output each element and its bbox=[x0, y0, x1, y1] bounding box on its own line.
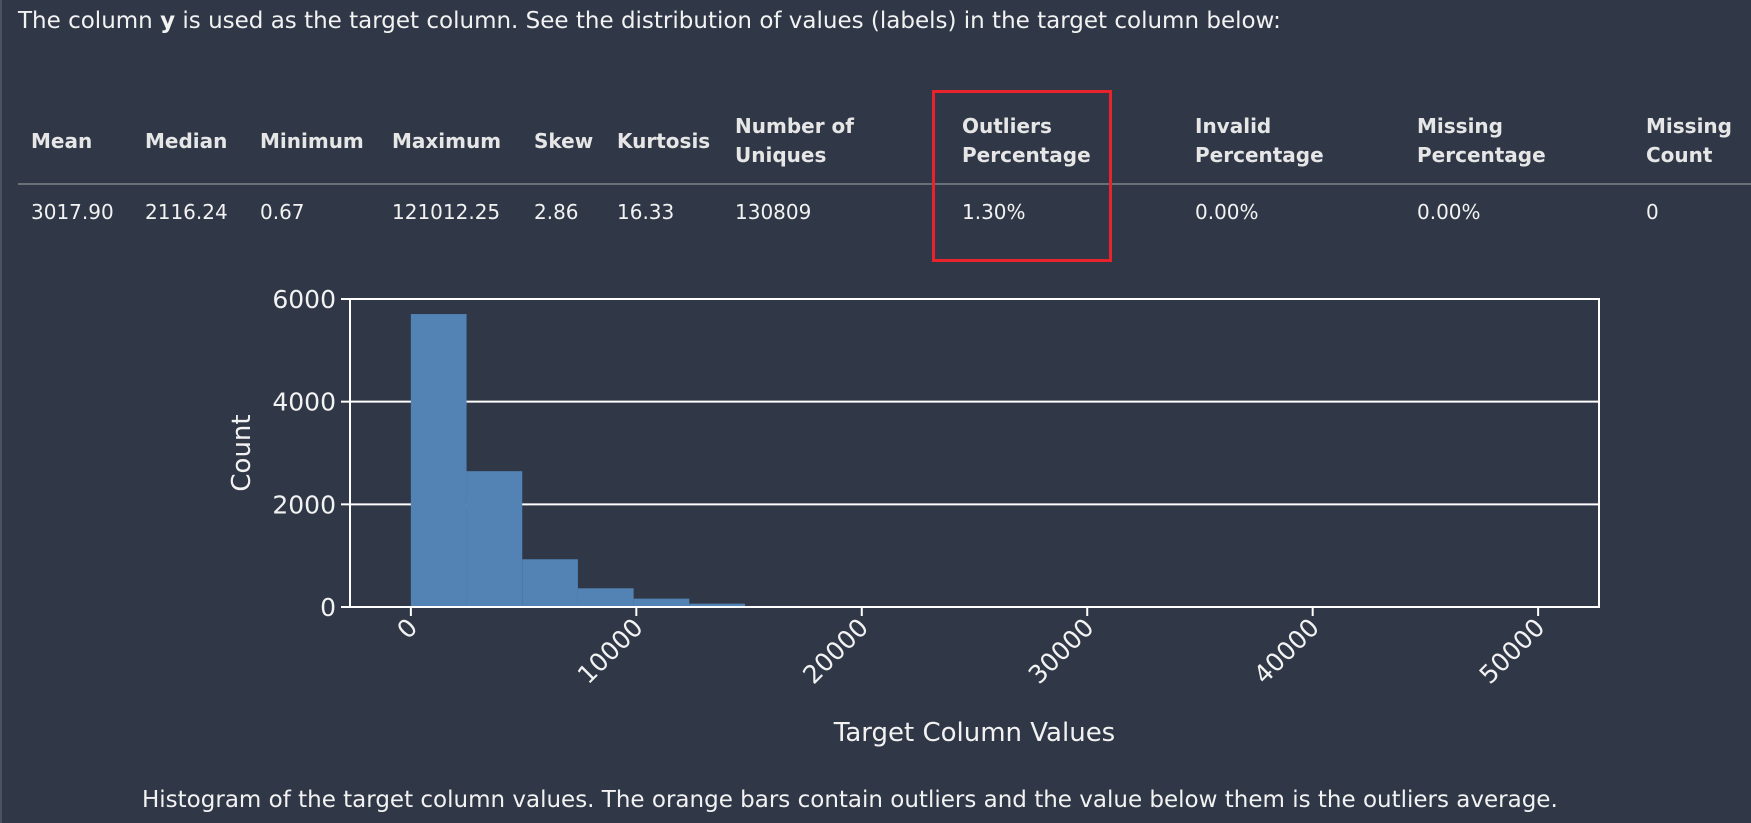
table-cell: 2.86 bbox=[534, 200, 579, 224]
table-cell: 3017.90 bbox=[31, 200, 114, 224]
intro-text: The column y is used as the target colum… bbox=[18, 8, 1281, 34]
table-cell: 0.00% bbox=[1417, 200, 1481, 224]
column-header: Minimum bbox=[260, 127, 364, 156]
table-cell: 0 bbox=[1646, 200, 1659, 224]
x-axis-label: Target Column Values bbox=[833, 718, 1115, 748]
y-tick-label: 0 bbox=[320, 593, 336, 622]
column-header: Missing Percentage bbox=[1417, 112, 1546, 170]
y-axis-label: Count bbox=[227, 414, 257, 491]
column-header: Kurtosis bbox=[617, 127, 710, 156]
table-cell: 130809 bbox=[735, 200, 812, 224]
table-cell: 1.30% bbox=[962, 200, 1026, 224]
column-header-line: Uniques bbox=[735, 143, 827, 167]
histogram-bar bbox=[410, 314, 467, 607]
column-header: Invalid Percentage bbox=[1195, 112, 1324, 170]
histogram-bar bbox=[466, 471, 523, 607]
table-cell: 16.33 bbox=[617, 200, 675, 224]
table-cell: 0.00% bbox=[1195, 200, 1259, 224]
column-header: Outliers Percentage bbox=[962, 112, 1091, 170]
column-header: Missing Count bbox=[1646, 112, 1732, 170]
y-tick-label: 4000 bbox=[272, 388, 336, 417]
x-tick-label: 0 bbox=[391, 613, 423, 645]
column-header-line: Mean bbox=[31, 129, 93, 153]
column-header-line: Median bbox=[145, 129, 228, 153]
histogram-bar bbox=[577, 588, 634, 607]
column-header-line: Kurtosis bbox=[617, 129, 711, 153]
column-header-line: Percentage bbox=[1195, 143, 1324, 167]
column-header-line: Percentage bbox=[962, 143, 1091, 167]
column-header-line: Outliers bbox=[962, 114, 1052, 138]
column-header-line: Number of bbox=[735, 114, 854, 138]
table-cell: 121012.25 bbox=[392, 200, 501, 224]
column-header-line: Missing bbox=[1646, 114, 1732, 138]
table-cell: 0.67 bbox=[260, 200, 305, 224]
table-cell: 2116.24 bbox=[145, 200, 228, 224]
column-header-line: Count bbox=[1646, 143, 1713, 167]
y-tick-label: 2000 bbox=[272, 490, 336, 519]
x-tick-label: 50000 bbox=[1474, 613, 1551, 690]
histogram-bar bbox=[522, 559, 578, 607]
x-tick-label: 40000 bbox=[1248, 613, 1325, 690]
chart-caption: Histogram of the target column values. T… bbox=[142, 787, 1558, 813]
column-header: Maximum bbox=[392, 127, 501, 156]
y-tick-label: 6000 bbox=[272, 285, 336, 314]
column-header: Median bbox=[145, 127, 227, 156]
x-tick-label: 10000 bbox=[572, 613, 649, 690]
x-tick-label: 20000 bbox=[797, 613, 874, 690]
column-header-line: Maximum bbox=[392, 129, 502, 153]
column-header: Number of Uniques bbox=[735, 112, 854, 170]
table-divider bbox=[18, 183, 1751, 185]
outliers-highlight-box bbox=[932, 90, 1112, 262]
column-header-line: Minimum bbox=[260, 129, 364, 153]
column-header-line: Invalid bbox=[1195, 114, 1272, 138]
column-header-line: Percentage bbox=[1417, 143, 1546, 167]
column-header: Skew bbox=[534, 127, 593, 156]
histogram-bar bbox=[633, 598, 690, 607]
histogram-bar bbox=[689, 603, 745, 607]
plot-frame bbox=[349, 298, 1600, 608]
x-tick-label: 30000 bbox=[1023, 613, 1100, 690]
column-header-line: Missing bbox=[1417, 114, 1503, 138]
column-header: Mean bbox=[31, 127, 92, 156]
column-header-line: Skew bbox=[534, 129, 594, 153]
